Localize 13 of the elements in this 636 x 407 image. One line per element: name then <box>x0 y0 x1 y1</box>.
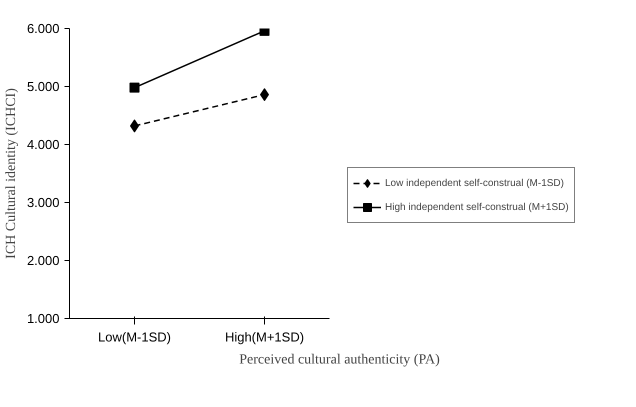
point <box>130 82 140 93</box>
y-tick-label: 2.000 <box>26 253 60 268</box>
y-tick-label: 5.000 <box>26 79 60 94</box>
y-axis-title: ICH Cultural identity (ICHCI) <box>4 88 19 259</box>
y-tick-label: 4.000 <box>26 137 60 152</box>
x-tick-label: Low(M-1SD) <box>98 330 171 344</box>
x-tick-label: High(M+1SD) <box>224 330 304 344</box>
legend-label: High independent self-construal (M+1SD) <box>385 202 569 212</box>
x-axis-title: Perceived cultural authenticity (PA) <box>239 352 440 368</box>
y-tick-label: 1.000 <box>26 311 60 326</box>
y-tick-label: 6.000 <box>26 21 60 36</box>
y-tick-label: 3.000 <box>26 195 60 210</box>
legend-label: Low independent self-construal (M-1SD) <box>385 178 564 188</box>
